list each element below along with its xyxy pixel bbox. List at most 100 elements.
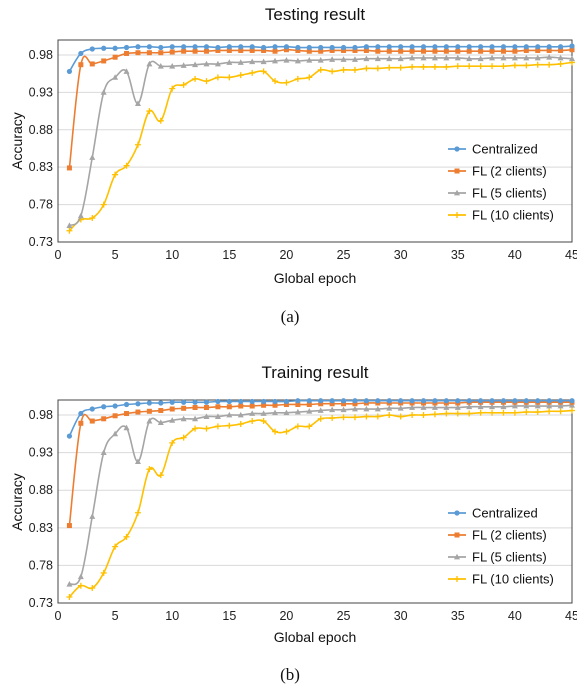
x-tick-label: 40 [508,609,522,623]
data-point [66,68,73,75]
data-point [78,50,84,57]
data-point [146,50,152,56]
data-point [215,404,221,410]
x-tick-label: 15 [222,609,236,623]
data-point [215,44,221,51]
data-point [477,55,484,62]
data-point [306,402,312,408]
data-point [466,63,473,70]
data-point [283,47,289,53]
data-point [341,401,347,407]
data-point [283,57,290,63]
data-point [66,433,73,439]
chart-title: Testing result [265,5,365,24]
data-point [511,402,518,409]
legend-label: Centralized [472,506,538,521]
data-point [363,398,369,404]
data-point [180,62,187,68]
data-point [283,428,290,435]
data-point [78,420,84,426]
data-point [112,413,118,419]
data-point [181,405,187,411]
series-centralized [66,398,575,439]
data-point [443,63,450,70]
testing-result-chart: Testing result 0.730.780.830.880.930.980… [9,5,577,326]
data-point [569,402,575,408]
data-point [272,57,279,64]
data-point [146,108,153,115]
data-point [478,398,484,404]
data-point [420,398,427,404]
legend-marker [454,212,460,218]
data-point [77,573,84,580]
y-tick-label: 0.98 [29,408,53,422]
legend-label: FL (2 clients) [472,164,547,179]
data-point [237,411,244,418]
data-point [489,403,496,410]
data-point [363,405,370,412]
data-point [261,402,267,408]
data-point [523,402,530,409]
data-point [363,44,369,50]
x-tick-label: 0 [55,609,62,623]
data-point [169,406,175,412]
data-point [351,66,358,73]
data-point [283,402,289,408]
data-point [249,58,256,65]
data-point [386,48,392,54]
data-point [500,398,507,404]
data-point [431,54,438,61]
data-point [420,63,427,70]
figure-caption: (a) [281,307,300,326]
plot-frame [57,39,573,243]
legend-label: FL (2 clients) [472,528,547,543]
data-point [192,399,198,405]
data-point [272,48,278,54]
training-result-figure: Training result 0.73 0.78 0.83 0.88 0.93 0.98… [0,345,577,690]
training-result-chart: Training result 0.73 0.78 0.83 0.88 0.93 0.98… [9,363,577,684]
data-point [112,45,118,51]
data-point [432,44,438,50]
data-point [146,44,152,50]
data-point [466,398,472,404]
data-point [101,45,107,51]
x-tick-label: 10 [165,248,179,262]
data-point [192,425,199,432]
legend-item-fl-10-clients: FL (10 clients) [448,572,554,587]
data-point [214,423,221,430]
legend-marker [454,553,460,560]
data-point [489,398,495,404]
data-point [89,154,96,160]
x-tick-label: 45 [565,248,577,262]
data-point [112,54,118,60]
data-point [466,410,473,417]
data-point [272,409,279,416]
data-point [443,54,450,61]
data-point [329,56,336,62]
y-tick-label: 0.98 [29,48,53,62]
data-point [409,48,415,54]
x-tick-label: 20 [279,248,293,262]
data-point [66,581,73,587]
data-point [352,44,358,51]
legend-item-centralized: Centralized [448,506,538,521]
x-tick-label: 5 [112,609,119,623]
x-tick-label: 0 [55,248,62,262]
data-point [146,466,153,473]
data-point [318,398,324,404]
data-point [146,417,153,424]
data-point [203,60,210,67]
data-point [146,400,152,406]
data-point [77,582,84,589]
y-tick-label: 0.78 [29,558,53,572]
data-point [443,48,449,54]
data-point [237,59,244,65]
data-point [477,403,484,410]
data-point [546,398,552,404]
data-point [352,401,358,407]
data-point [317,57,324,63]
data-point [489,48,495,54]
data-point [203,78,210,85]
data-point [112,171,119,178]
series-centralized [66,43,575,75]
